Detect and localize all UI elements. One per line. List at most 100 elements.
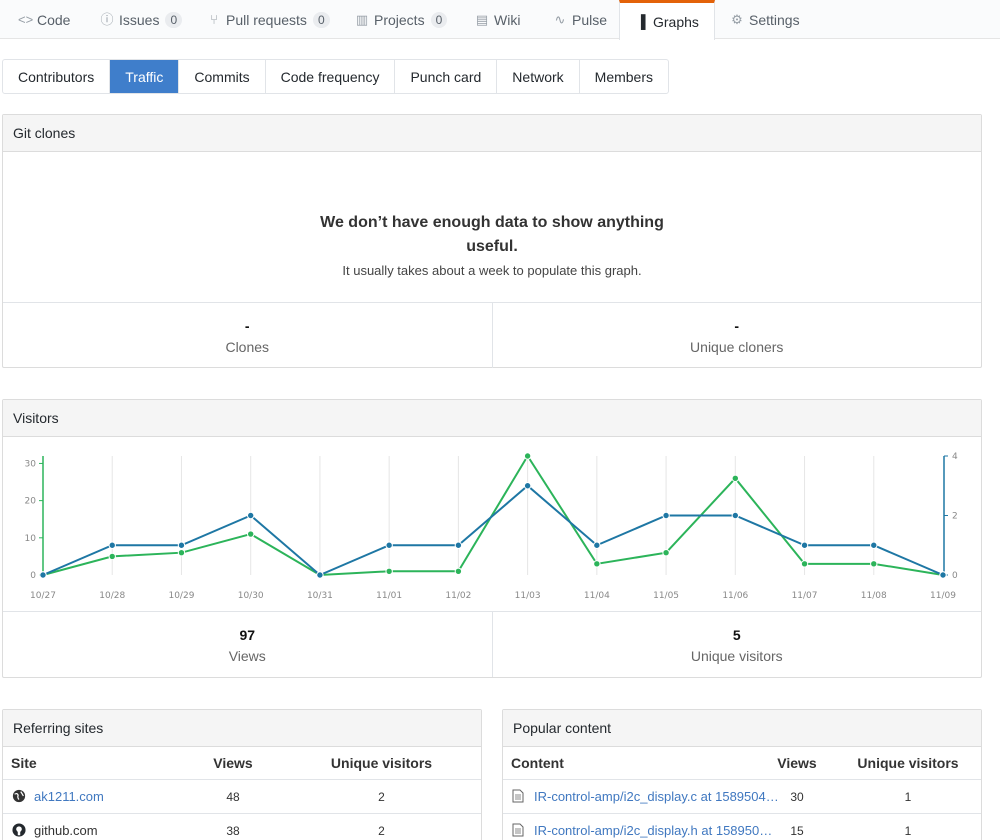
site-views: 38 [226, 823, 240, 838]
visitors-chart: 0 10 20 30 0 2 4 10/27 10/28 10/29 10/30 10/31 11/01… [25, 452, 958, 601]
subtab-network[interactable]: Network [497, 60, 580, 93]
unique-visitors-point [454, 541, 463, 549]
visitors-stats: 97 Views 5 Unique visitors [3, 611, 981, 677]
y-tick-label-right: 4 [952, 452, 958, 462]
globe-icon [12, 789, 26, 803]
x-tick-label: 10/30 [238, 591, 264, 601]
issue-icon: ⓘ [100, 12, 114, 27]
x-tick-label: 11/08 [861, 591, 887, 601]
views-point [523, 452, 532, 460]
views-point [385, 567, 393, 575]
x-tick-label: 11/01 [376, 591, 402, 601]
unique-visitors-point [177, 541, 186, 549]
col-unique-visitors: Unique visitors [330, 755, 433, 771]
y-tick-label-left: 30 [25, 459, 37, 469]
unique-visitors-point [662, 511, 670, 520]
file-icon [512, 789, 524, 803]
projects-count: 0 [430, 12, 448, 28]
tab-code[interactable]: <> Code [18, 12, 71, 28]
empty-subtitle: It usually takes about a week to populat… [342, 263, 642, 278]
table-row[interactable]: IR-control-amp/i2c_display.c at 1589504…… [503, 780, 981, 814]
table-row[interactable]: ak1211.com 48 2 [3, 780, 481, 814]
unique-visitors-point [316, 571, 324, 579]
site-unique: 2 [378, 823, 385, 838]
issues-count: 0 [165, 12, 183, 28]
x-tick-label: 10/31 [307, 591, 333, 601]
site-views: 48 [226, 789, 240, 804]
views-value: 97 [239, 627, 256, 643]
views-point [662, 548, 670, 557]
site-link[interactable]: ak1211.com [34, 789, 104, 804]
site-name[interactable]: github.com [34, 823, 98, 838]
y-tick-label-right: 2 [952, 512, 958, 522]
git-clones-stats: - Clones - Unique cloners [3, 302, 981, 368]
y-tick-label-right: 0 [952, 571, 958, 581]
subtab-punch-card[interactable]: Punch card [395, 60, 498, 93]
visitors-box: Visitors 0 10 20 30 0 2 4 10/27 10/28 10/29 10/30 1… [2, 399, 982, 678]
table-row[interactable]: IR-control-amp/i2c_display.h at 158950… … [503, 814, 981, 840]
unique-visitors-point [800, 541, 809, 549]
content-views: 15 [790, 823, 804, 838]
gear-icon: ⚙ [731, 12, 743, 27]
tab-issues[interactable]: ⓘ Issues 0 [100, 0, 183, 40]
subtab-members[interactable]: Members [594, 68, 654, 85]
unique-visitors-point [523, 482, 532, 490]
views-point [800, 560, 809, 568]
visitors-title: Visitors [3, 400, 981, 437]
tab-settings[interactable]: ⚙ Settings [731, 12, 800, 28]
y-tick-label-left: 20 [25, 497, 37, 507]
col-unique-visitors: Unique visitors [857, 755, 959, 771]
views-label: Views [228, 648, 266, 664]
code-icon: <> [18, 12, 34, 27]
col-views: Views [777, 755, 817, 771]
unique-visitors-point [939, 571, 947, 579]
views-point [108, 552, 116, 561]
project-icon: ▥ [355, 12, 369, 27]
unique-cloners-stat: - Unique cloners [491, 303, 982, 368]
unique-visitors-point [870, 541, 878, 549]
file-icon [512, 823, 524, 837]
x-tick-label: 10/28 [99, 591, 125, 601]
subtab-code-frequency[interactable]: Code frequency [266, 60, 396, 93]
unique-visitors-point [39, 571, 47, 579]
content-link[interactable]: IR-control-amp/i2c_display.h at 158950… [534, 823, 773, 838]
graph-icon: ▐ [636, 13, 646, 29]
tab-pulse[interactable]: ∿ Pulse [554, 12, 608, 28]
clones-label: Clones [225, 339, 270, 355]
tab-graphs[interactable]: ▐ Graphs [619, 0, 715, 40]
views-point [870, 560, 878, 568]
unique-visitors-point [385, 541, 393, 549]
subtab-commits[interactable]: Commits [179, 60, 266, 93]
clones-stat: - Clones [3, 303, 492, 368]
series-line-unique-visitors [42, 484, 944, 577]
popular-content-title: Popular content [503, 710, 981, 747]
x-tick-label: 11/04 [584, 591, 610, 601]
empty-title: We don’t have enough data to show anythi… [320, 214, 664, 255]
tab-wiki[interactable]: ▤ Wiki [475, 12, 521, 28]
clones-value: - [244, 318, 250, 334]
pull-requests-count: 0 [312, 12, 330, 28]
tab-projects[interactable]: ▥ Projects 0 [355, 0, 448, 40]
pull-request-icon: ⑂ [210, 12, 218, 27]
table-row[interactable]: github.com 38 2 [3, 814, 481, 840]
content-unique: 1 [904, 789, 912, 804]
views-point [593, 560, 601, 568]
series-line-views [42, 454, 944, 577]
git-clones-title: Git clones [3, 115, 981, 152]
popular-content-box: Popular content Content Views Unique vis… [502, 709, 982, 840]
y-tick-label-left: 10 [25, 534, 37, 544]
x-tick-label: 11/05 [653, 591, 679, 601]
subtab-contributors[interactable]: Contributors [3, 60, 111, 93]
unique-visitors-point [246, 511, 255, 520]
graphs-subnav: Contributors Traffic Commits Code freque… [2, 59, 670, 94]
views-point [731, 474, 740, 483]
subtab-traffic[interactable]: Traffic [110, 60, 180, 93]
views-point [246, 530, 255, 538]
tab-pull-requests[interactable]: ⑂ Pull requests 0 [207, 0, 330, 40]
x-tick-label: 11/09 [930, 591, 956, 601]
github-icon [12, 823, 26, 837]
content-link[interactable]: IR-control-amp/i2c_display.c at 1589504… [534, 789, 779, 804]
col-content: Content [511, 755, 564, 771]
views-point [177, 548, 186, 557]
git-clones-empty: We don’t have enough data to show anythi… [3, 211, 981, 278]
